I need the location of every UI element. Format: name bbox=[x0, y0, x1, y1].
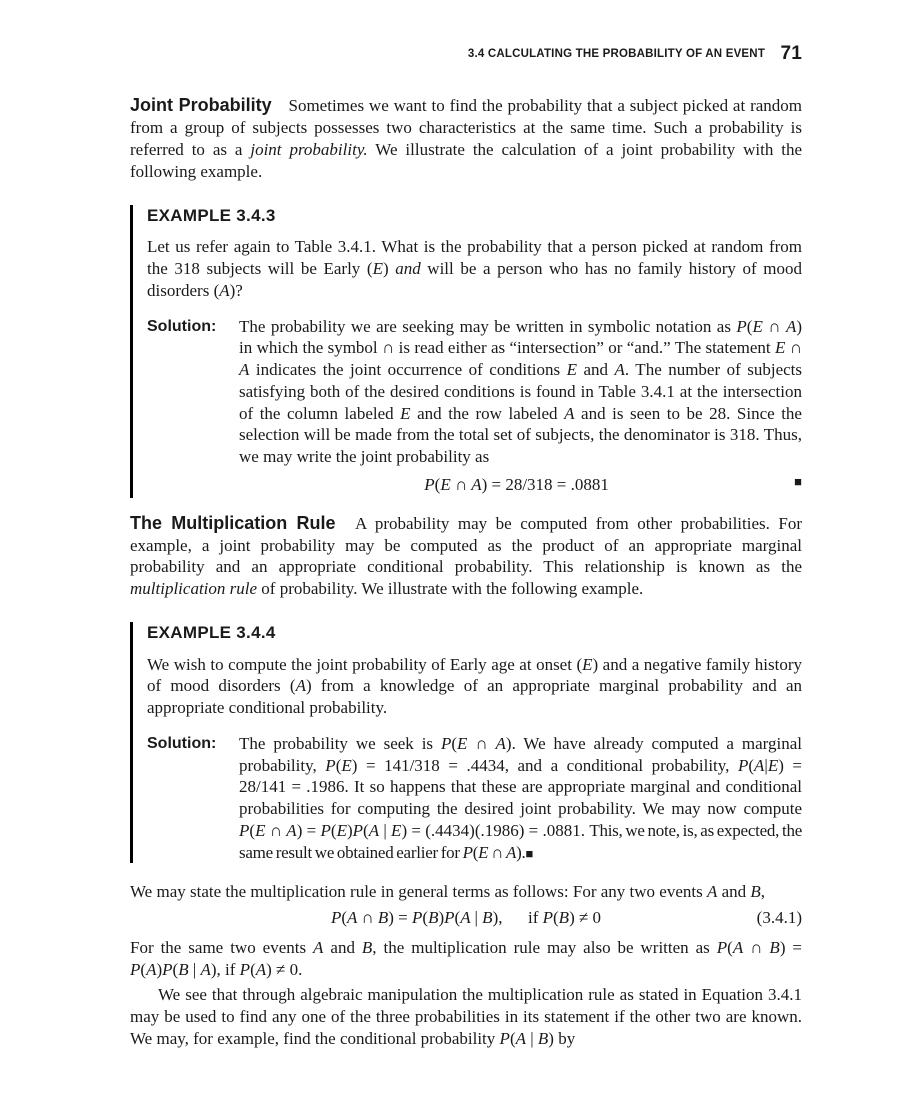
example-343-solution: Solution: The probability we are seeking… bbox=[147, 316, 802, 498]
running-head: 3.4 CALCULATING THE PROBABILITY OF AN EV… bbox=[130, 42, 802, 66]
qed-icon: ■ bbox=[794, 474, 802, 491]
section-label: 3.4 CALCULATING THE PROBABILITY OF AN EV… bbox=[468, 48, 765, 60]
eq-number: (3.4.1) bbox=[757, 907, 802, 929]
example-344-title: EXAMPLE 3.4.4 bbox=[147, 622, 802, 644]
mult-paragraph: The Multiplication Rule A probability ma… bbox=[130, 512, 802, 600]
example-343: EXAMPLE 3.4.3 Let us refer again to Tabl… bbox=[130, 205, 802, 498]
eq-343: P(E ∩ A) = 28/318 = .0881 ■ bbox=[239, 474, 802, 496]
joint-paragraph: Joint Probability Sometimes we want to f… bbox=[130, 94, 802, 182]
example-344: EXAMPLE 3.4.4 We wish to compute the joi… bbox=[130, 622, 802, 864]
mult-general-intro: We may state the multiplication rule in … bbox=[130, 881, 802, 903]
joint-head: Joint Probability bbox=[130, 95, 272, 115]
page-number: 71 bbox=[780, 43, 802, 64]
mult-also-written: For the same two events A and B, the mul… bbox=[130, 937, 802, 981]
example-343-question: Let us refer again to Table 3.4.1. What … bbox=[147, 236, 802, 301]
solution-body: The probability we seek is P(E ∩ A). We … bbox=[239, 733, 802, 864]
example-344-question: We wish to compute the joint probability… bbox=[147, 654, 802, 719]
example-343-title: EXAMPLE 3.4.3 bbox=[147, 205, 802, 227]
mult-algebraic: We see that through algebraic manipulati… bbox=[130, 984, 802, 1049]
solution-body: The probability we are seeking may be wr… bbox=[239, 316, 802, 498]
eq-341: P(A ∩ B) = P(B)P(A | B), if P(B) ≠ 0 (3.… bbox=[130, 907, 802, 929]
qed-icon: ■ bbox=[526, 846, 534, 861]
solution-label: Solution: bbox=[147, 316, 239, 337]
solution-label: Solution: bbox=[147, 733, 239, 754]
example-344-solution: Solution: The probability we seek is P(E… bbox=[147, 733, 802, 864]
page: 3.4 CALCULATING THE PROBABILITY OF AN EV… bbox=[0, 0, 900, 1111]
mult-head: The Multiplication Rule bbox=[130, 513, 335, 533]
